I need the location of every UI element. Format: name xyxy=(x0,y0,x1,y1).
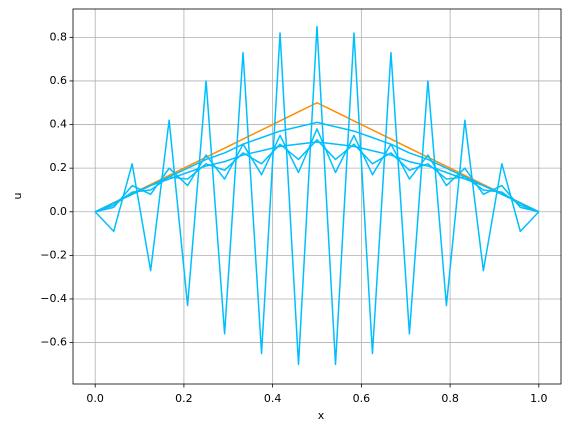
y-tick-label: −0.4 xyxy=(40,292,67,305)
x-axis-label: x xyxy=(318,409,325,422)
x-tick-label: 0.0 xyxy=(86,392,104,405)
x-tick-label: 0.4 xyxy=(264,392,282,405)
data-line xyxy=(94,141,540,213)
x-tick-label: 1.0 xyxy=(530,392,548,405)
y-tick-label: −0.6 xyxy=(40,336,67,349)
x-tick-label: 0.8 xyxy=(441,392,459,405)
y-tick-label: 0.6 xyxy=(50,74,68,87)
y-tick-label: 0.0 xyxy=(50,205,68,218)
x-tick-label: 0.2 xyxy=(175,392,193,405)
data-line xyxy=(94,25,540,366)
data-line xyxy=(95,128,539,213)
y-axis-label: u xyxy=(11,193,24,200)
plot-frame xyxy=(72,8,562,385)
data-line xyxy=(94,121,540,213)
y-tick-label: −0.2 xyxy=(40,248,67,261)
y-tick-label: 0.2 xyxy=(50,161,68,174)
y-tick-label: 0.4 xyxy=(50,118,68,131)
data-line xyxy=(94,102,540,213)
x-tick-label: 0.6 xyxy=(353,392,371,405)
y-tick-label: 0.8 xyxy=(50,30,68,43)
